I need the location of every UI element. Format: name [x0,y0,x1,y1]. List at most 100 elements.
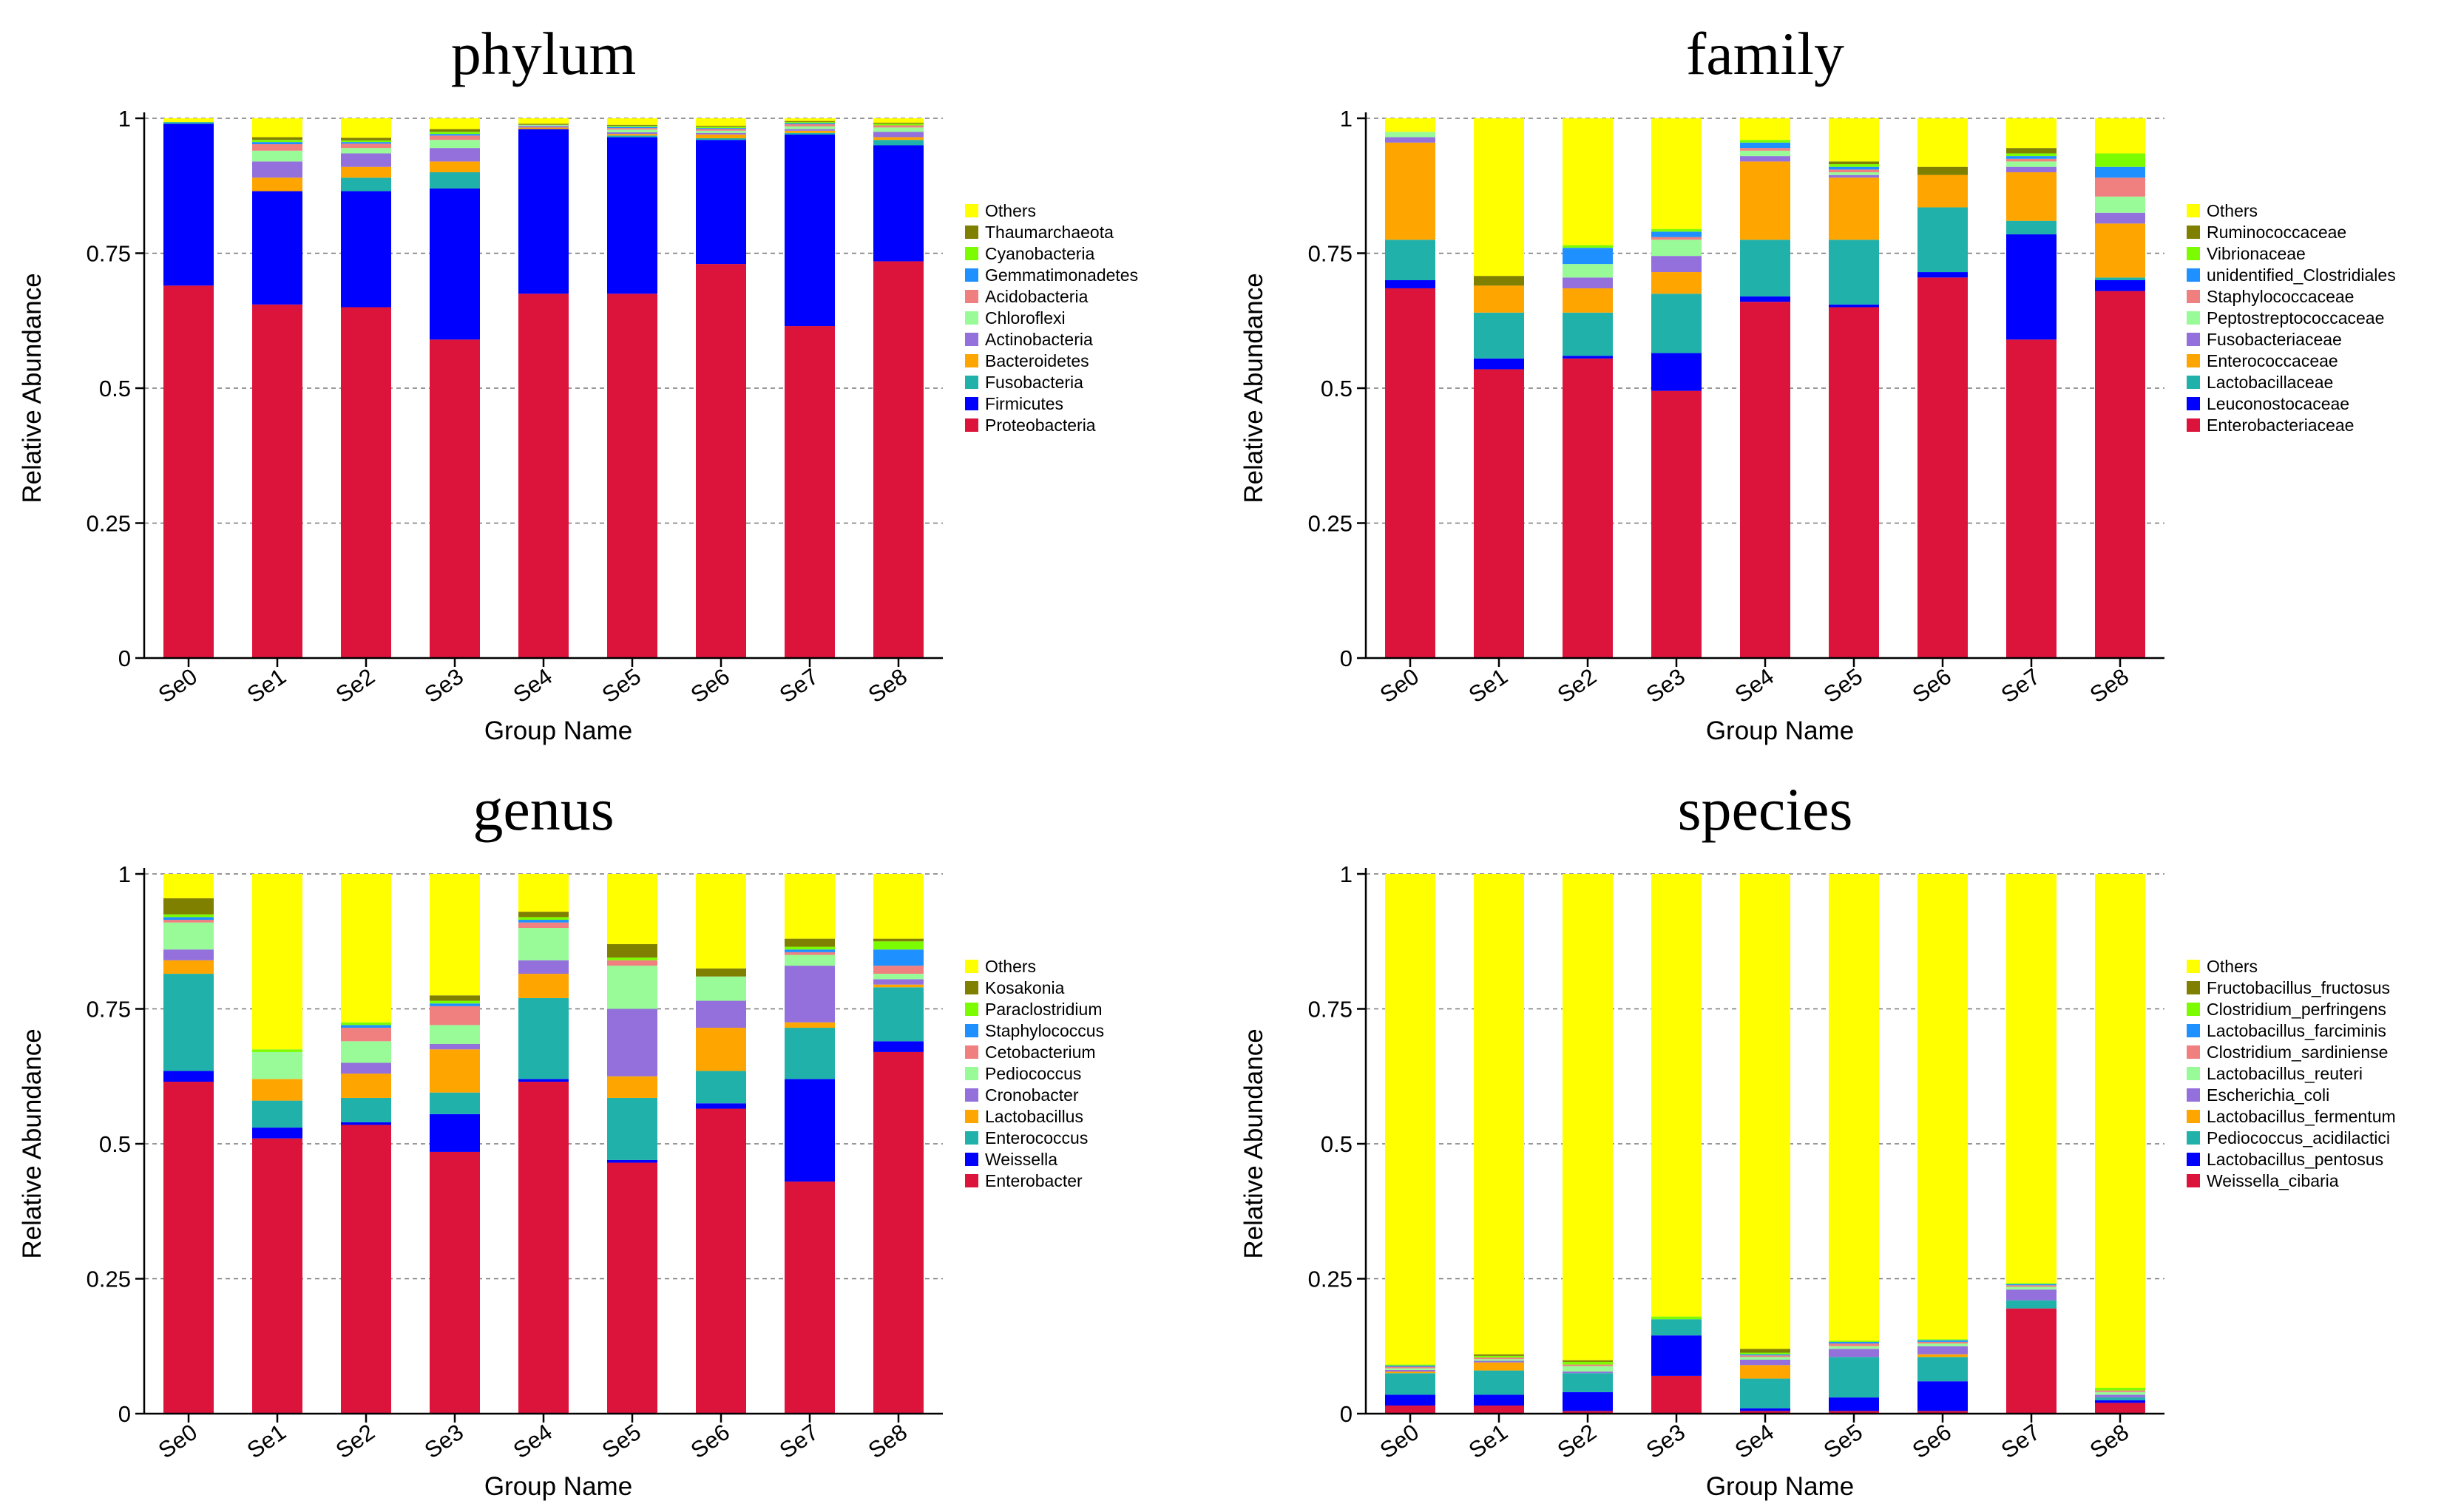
phylum-bar-se1-firmicutes [252,191,302,305]
phylum-y-tick-label: 1 [118,106,131,132]
family-bar-se1-ruminococcaceae [1474,276,1524,286]
family-bar-se8-staphylococcaceae [2095,177,2145,197]
family-legend: Others Ruminococcaceae Vibrionaceae unident… [2187,201,2396,435]
species-bar-se1-clostridium-sardiniense [1474,1357,1524,1360]
species-bar-se5-escherichia-coli [1829,1349,1879,1357]
genus-bar-se5-lactobacillus [607,1076,657,1098]
genus-bar-se7-kosakonia [785,938,835,947]
phylum-bar-se7-firmicutes [785,134,835,327]
phylum-bar-se5-thaumarchaeota [607,124,657,126]
phylum-legend-label-proteobacteria: Proteobacteria [985,416,1096,435]
family-bar-se3-lactobacillaceae [1651,294,1702,353]
species-bar-se8-pediococcus-acidilactici [2095,1397,2145,1400]
phylum-bar-se4-thaumarchaeota [518,123,569,125]
family-x-tick-label-se4: Se4 [1730,663,1778,708]
species-bar-se4-fructobacillus-fructosus [1740,1349,1790,1353]
species-bar-se1-pediococcus-acidilactici [1474,1370,1524,1395]
species-bar-se5-lactobacillus-pentosus [1829,1397,1879,1411]
family-y-tick-label: 0 [1340,645,1353,671]
phylum-bar-se6-cyanobacteria [696,126,746,129]
family-legend-swatch-unidentified-clostridiales [2187,268,2200,282]
phylum-legend-swatch-chloroflexi [965,311,978,325]
genus-bar-se0-staphylococcus [163,917,214,921]
genus-bar-se3-enterococcus [430,1092,480,1114]
phylum-bar-se5-others [607,118,657,125]
family-bar-se0-fusobacteriaceae [1385,137,1435,143]
genus-bar-se2-weissella [341,1122,391,1125]
species-bar-se2-weissella-cibaria [1563,1411,1613,1414]
phylum-x-tick-label-se3: Se3 [420,663,468,708]
family-y-tick-label: 0.25 [1308,511,1353,537]
family-bar-se2-vibrionaceae [1563,245,1613,248]
family-bar-se5-peptostreptococcaceae [1829,172,1879,175]
family-x-tick-label-se0: Se0 [1375,663,1424,708]
phylum-legend-swatch-others [965,204,978,217]
species-legend-label-lactobacillus-pentosus: Lactobacillus_pentosus [2207,1150,2383,1169]
genus-bar-se3-pediococcus [430,1025,480,1044]
species-bar-se2-lactobacillus-reuteri [1563,1366,1613,1372]
family-x-tick-label-se1: Se1 [1464,663,1512,708]
species-bar-se0-lactobacillus-fermentum [1385,1372,1435,1374]
species-bar-se2-pediococcus-acidilactici [1563,1373,1613,1392]
family-bar-se5-others [1829,118,1879,162]
phylum-bar-se3-thaumarchaeota [430,129,480,132]
species-bar-se0-clostridium-perfringens [1385,1364,1435,1366]
species-bar-se8-lactobacillus-pentosus [2095,1400,2145,1403]
family-bar-se1-others [1474,118,1524,277]
species-bar-se1-fructobacillus-fructosus [1474,1354,1524,1356]
phylum-x-tick-label-se5: Se5 [598,663,646,708]
phylum-bar-se5-firmicutes [607,137,657,294]
phylum-x-tick-label-se7: Se7 [775,663,823,708]
genus-legend-swatch-paraclostridium [965,1003,978,1016]
phylum-legend-swatch-firmicutes [965,397,978,410]
species-bar-se7-escherichia-coli [2006,1289,2057,1301]
family-bar-se1-enterobacteriaceae [1474,369,1524,658]
phylum-bar-se3-others [430,118,480,129]
phylum-bar-se5-acidobacteria [607,128,657,130]
genus-bar-se0-pediococcus [163,922,214,950]
species-bar-se2-lactobacillus-pentosus [1563,1391,1613,1411]
genus-bars [163,874,924,1414]
genus-bar-se4-pediococcus [518,928,569,960]
phylum-bar-se5-actinobacteria [607,132,657,135]
species-bars [1385,874,2145,1414]
species-y-tick-label: 0.5 [1321,1131,1353,1157]
family-bar-se6-enterobacteriaceae [1917,277,1968,659]
species-bar-se4-lactobacillus-reuteri [1740,1357,1790,1360]
genus-legend-label-cetobacterium: Cetobacterium [985,1043,1096,1062]
phylum-bar-se5-fusobacteria [607,135,657,138]
phylum-bar-se6-proteobacteria [696,264,746,659]
species-bar-se7-clostridium-perfringens [2006,1283,2057,1284]
genus-bar-se6-kosakonia [696,968,746,977]
genus-bar-se0-kosakonia [163,898,214,915]
phylum-bar-se5-bacteroidetes [607,134,657,136]
species-bar-se5-weissella-cibaria [1829,1411,1879,1414]
family-legend-label-enterobacteriaceae: Enterobacteriaceae [2207,416,2354,435]
genus-chart-panel: genus 0 0.25 0.5 0.75 1 Se0 Se1 Se2 Se3 Se4 Se5 Se6 S… [0,756,1222,1511]
family-bar-se6-enterococcaceae [1917,174,1968,208]
phylum-legend-swatch-cyanobacteria [965,247,978,260]
species-bar-se0-lactobacillus-pentosus [1385,1394,1435,1406]
phylum-bar-se0-proteobacteria [163,285,214,658]
genus-bar-se1-others [252,874,302,1050]
phylum-x-tick-label-se1: Se1 [243,663,291,708]
genus-bar-se0-weissella [163,1071,214,1082]
phylum-bar-se1-bacteroidetes [252,177,302,191]
species-bar-se2-others [1563,874,1613,1360]
family-bar-se0-enterobacteriaceae [1385,288,1435,658]
phylum-bar-se2-actinobacteria [341,153,391,167]
family-x-tick-label-se7: Se7 [1997,663,2045,708]
species-bar-se4-clostridium-sardiniense [1740,1355,1790,1357]
species-bar-se3-others [1651,874,1702,1317]
family-bar-se1-leuconostocaceae [1474,358,1524,370]
phylum-legend-swatch-thaumarchaeota [965,226,978,239]
family-legend-label-unidentified-clostridiales: unidentified_Clostridiales [2207,265,2396,285]
phylum-bar-se2-proteobacteria [341,307,391,658]
phylum-bar-se4-bacteroidetes [518,127,569,129]
genus-bar-se8-pediococcus [873,974,924,980]
family-legend-label-vibrionaceae: Vibrionaceae [2207,244,2306,263]
phylum-bar-se7-others [785,118,835,121]
phylum-x-tick-label-se0: Se0 [154,663,202,708]
genus-bar-se4-enterobacter [518,1082,569,1414]
genus-y-tick-label: 0 [118,1401,131,1427]
